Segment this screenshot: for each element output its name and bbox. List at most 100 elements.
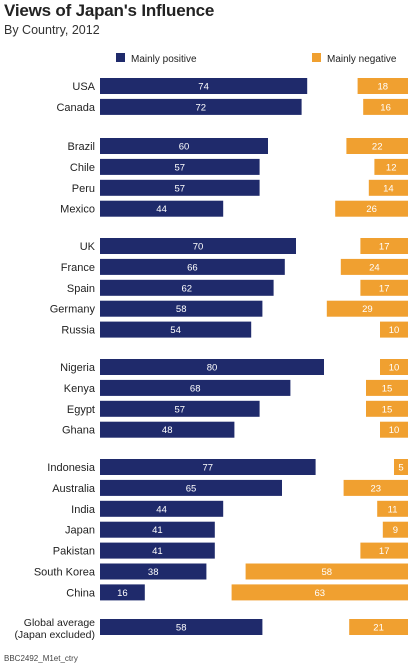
value-label-negative: 23	[371, 483, 382, 494]
chart-subtitle: By Country, 2012	[4, 23, 100, 37]
legend-label-positive: Mainly positive	[131, 54, 197, 65]
country-label: Canada	[56, 102, 95, 114]
value-label-positive: 41	[152, 525, 163, 536]
bar-positive	[100, 400, 260, 417]
country-label: France	[61, 262, 95, 274]
bar-negative	[380, 321, 408, 338]
bar-positive	[100, 200, 224, 217]
value-label-negative: 14	[383, 183, 394, 194]
value-label-negative: 17	[379, 242, 390, 253]
value-label-negative: 21	[373, 623, 384, 634]
value-label-negative: 16	[380, 102, 391, 113]
value-label-positive: 72	[196, 102, 207, 113]
value-label-negative: 24	[369, 262, 380, 273]
value-label-negative: 15	[382, 404, 393, 415]
country-label: Peru	[72, 183, 95, 195]
bar-positive	[100, 563, 207, 580]
value-label-negative: 17	[379, 283, 390, 294]
bar-positive	[100, 521, 215, 538]
bar-positive	[100, 179, 260, 196]
chart-title: Views of Japan's Influence	[4, 1, 215, 20]
bar-negative	[363, 98, 408, 115]
bar-positive	[100, 78, 308, 94]
value-label-positive: 38	[148, 567, 159, 578]
country-label: Mexico	[60, 204, 95, 216]
value-label-positive: 54	[170, 325, 181, 336]
value-label-negative: 11	[388, 504, 398, 515]
bar-negative	[368, 179, 408, 196]
country-label: Kenya	[64, 383, 96, 395]
value-label-negative: 17	[379, 546, 390, 557]
value-label-negative: 29	[362, 304, 373, 315]
value-label-positive: 62	[182, 283, 193, 294]
bar-positive	[100, 238, 296, 254]
country-label: UK	[80, 241, 96, 253]
country-label: Ghana	[62, 425, 96, 437]
legend-swatch-positive	[116, 53, 125, 62]
bar-negative	[360, 542, 408, 559]
value-label-positive: 57	[175, 162, 186, 173]
value-label-negative: 18	[378, 82, 389, 93]
value-label-positive: 70	[193, 242, 204, 253]
country-label: Germany	[50, 304, 96, 316]
value-label-negative: 26	[366, 204, 377, 215]
country-label: India	[71, 504, 96, 516]
bar-negative	[343, 479, 408, 496]
bar-negative	[366, 400, 408, 417]
bar-positive	[100, 459, 316, 475]
bar-negative	[366, 379, 408, 396]
bar-positive	[100, 98, 302, 115]
country-label: USA	[72, 81, 95, 93]
bar-negative	[231, 584, 408, 601]
source-code: BBC2492_M1et_ctry	[4, 654, 78, 663]
value-label-positive: 44	[156, 204, 167, 215]
country-label: (Japan excluded)	[14, 629, 95, 641]
bar-positive	[100, 500, 224, 517]
country-label: South Korea	[34, 567, 96, 579]
value-label-positive: 57	[175, 183, 186, 194]
bar-positive	[100, 584, 145, 601]
country-label: Indonesia	[47, 462, 96, 474]
value-label-positive: 16	[117, 588, 128, 599]
bar-positive	[100, 421, 235, 438]
country-label: Nigeria	[60, 362, 96, 374]
country-label: Japan	[65, 525, 95, 537]
value-label-positive: 77	[203, 463, 214, 474]
bar-positive	[100, 258, 285, 275]
bar-negative	[377, 500, 408, 517]
bar-negative	[380, 359, 408, 375]
value-label-negative: 9	[393, 525, 398, 536]
value-label-positive: 41	[152, 546, 163, 557]
value-label-positive: 57	[175, 404, 186, 415]
value-label-negative: 63	[315, 588, 326, 599]
country-label: Egypt	[67, 404, 95, 416]
bar-positive	[100, 279, 274, 296]
value-label-positive: 66	[187, 262, 198, 273]
bar-negative	[394, 459, 408, 475]
country-label: Spain	[67, 283, 95, 295]
value-label-positive: 44	[156, 504, 167, 515]
value-label-positive: 80	[207, 363, 218, 374]
bar-positive	[100, 359, 324, 375]
bar-positive	[100, 542, 215, 559]
bar-negative	[357, 78, 408, 94]
bar-positive	[100, 619, 263, 635]
bar-negative	[374, 158, 408, 175]
legend-label-negative: Mainly negative	[327, 54, 397, 65]
country-label: China	[66, 587, 96, 599]
country-label: Russia	[61, 325, 96, 337]
value-label-positive: 58	[176, 623, 187, 634]
bar-negative	[380, 421, 408, 438]
value-label-negative: 15	[382, 383, 393, 394]
value-label-negative: 58	[322, 567, 333, 578]
country-label: Australia	[52, 483, 96, 495]
value-label-positive: 74	[198, 82, 209, 93]
bar-positive	[100, 479, 282, 496]
value-label-positive: 48	[162, 425, 173, 436]
bar-positive	[100, 158, 260, 175]
value-label-negative: 22	[372, 142, 383, 153]
country-label: Pakistan	[53, 546, 95, 558]
value-label-negative: 10	[389, 363, 400, 374]
bar-negative	[335, 200, 408, 217]
